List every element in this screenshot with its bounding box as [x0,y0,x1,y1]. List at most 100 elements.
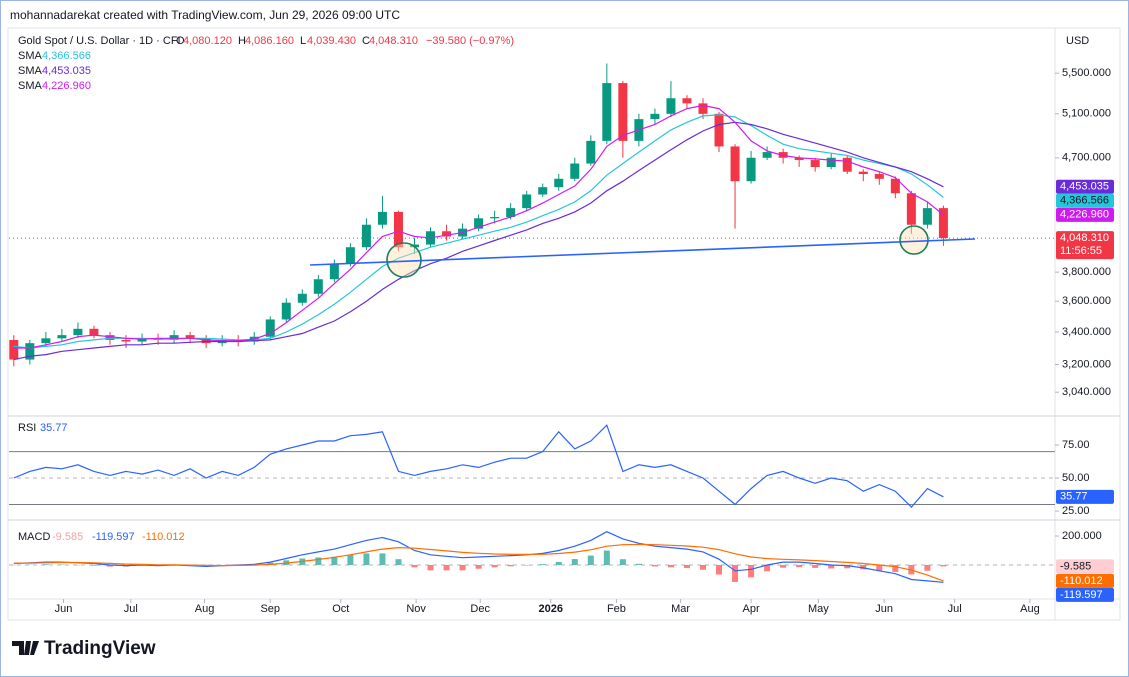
ohlc-value: 4,080.120 [183,35,232,47]
candle-body [329,263,339,280]
candle-body [826,157,836,168]
candle-body [938,208,948,239]
sma-legend-name: SMA [18,50,43,62]
y-tick-label: 75.00 [1062,439,1090,451]
candle-body [9,339,19,360]
histogram-bar [427,564,434,571]
candle-body [89,328,99,336]
candle-body [57,335,67,339]
y-tick-label: 3,800.000 [1062,266,1111,278]
countdown: 11:56:55 [1060,245,1102,257]
y-tick-label: 4,700.000 [1062,152,1111,164]
last-price-label: 4,048.310 [1060,232,1109,244]
plot: 5,500.000 5,100.000 4,700.000 3,800.000 3,60… [9,35,1114,615]
histogram-bar [924,564,931,571]
candle-body [474,218,484,229]
y-tick-label: 25.00 [1062,505,1090,517]
histogram-bar [940,564,947,567]
histogram-bar [651,564,658,567]
y-tick-label: 3,400.000 [1062,326,1111,338]
candle-body [682,98,692,104]
candle-body [666,98,676,114]
sma-legend-name: SMA [18,80,43,92]
sma-line [13,114,944,349]
candle-body [746,157,756,182]
ohlc-key: C [362,35,370,47]
candle-body [313,279,323,294]
macd-line [13,543,944,582]
ohlc-key: O [176,35,185,47]
histogram-bar [475,564,482,569]
histogram-bar [106,564,113,567]
histogram-bar [716,564,723,575]
price-tag [1056,193,1114,208]
ohlc-key: H [238,35,246,47]
x-tick-label: 2026 [538,603,562,615]
price-tag-label: -119.597 [1060,589,1103,601]
x-tick-label: Jul [124,603,138,615]
histogram-bar [796,564,803,568]
y-tick-label: 5,100.000 [1062,108,1111,120]
candle-body [794,157,804,161]
candle-body [762,152,772,158]
candle-body [442,231,452,237]
x-tick-label: May [808,603,829,615]
ohlc-value: 4,086.160 [245,35,294,47]
candle-body [730,146,740,182]
chart-frame [7,27,1121,621]
change: −39.580 (−0.97%) [426,35,514,47]
histogram-bar [315,557,322,565]
candle-body [538,187,548,195]
trendline [309,238,976,266]
histogram-bar [507,564,514,567]
histogram-bar [539,564,546,565]
y-tick-label: 50.00 [1062,472,1090,484]
histogram-bar [603,550,610,565]
legend-value: -9.585 [52,531,83,543]
candle-body [858,171,868,175]
candle-body [874,174,884,179]
histogram-bar [860,564,867,570]
candle-body [890,178,900,194]
candle-body [506,208,516,218]
highlight-circle [899,225,929,255]
x-tick-label: Jul [948,603,962,615]
price-tag [1056,207,1114,222]
histogram-bar [411,564,418,568]
candle-body [586,140,596,164]
histogram-bar [892,564,899,572]
histogram-bar [347,554,354,565]
candle-body [377,211,387,225]
histogram-bar [571,559,578,565]
sma-legend-value: 4,453.035 [42,65,91,77]
sma-legend-value: 4,226.960 [42,80,91,92]
histogram-bar [699,564,706,570]
histogram-bar [555,561,562,565]
candle-body [25,343,35,360]
histogram-bar [619,559,626,565]
histogram-bar [459,564,466,571]
histogram-bar [395,559,402,565]
sma-legend-value: 4,366.566 [42,50,91,62]
candle-body [185,335,195,339]
candle-body [810,160,820,168]
highlight-circle [386,242,422,278]
histogram-bar [443,564,450,571]
candle-body [297,293,307,303]
currency: USD [1066,35,1089,47]
histogram-bar [635,563,642,565]
histogram-bar [764,564,771,572]
price-tag-label: 4,366.566 [1060,195,1109,207]
last-price-tag [1056,231,1114,260]
price-tag-label: 4,453.035 [1060,181,1109,193]
y-tick-label: 3,200.000 [1062,358,1111,370]
legend-value: -119.597 [92,531,135,543]
histogram-bar [491,564,498,568]
candle-body [105,335,115,340]
histogram-bar [587,555,594,565]
x-tick-label: Jun [875,603,893,615]
candle-body [121,339,131,342]
legend-value: 35.77 [40,422,68,434]
histogram-bar [876,564,883,571]
